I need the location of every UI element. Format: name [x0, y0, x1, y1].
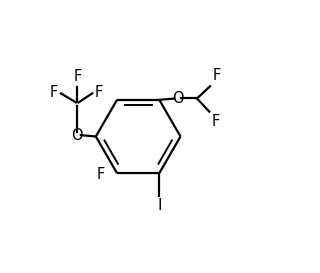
- Text: F: F: [95, 85, 103, 100]
- Text: O: O: [172, 91, 184, 106]
- Text: F: F: [73, 69, 81, 84]
- Text: F: F: [96, 167, 105, 182]
- Text: F: F: [49, 85, 58, 100]
- Text: O: O: [71, 128, 83, 143]
- Text: I: I: [157, 198, 162, 213]
- Text: F: F: [212, 114, 220, 129]
- Text: F: F: [213, 69, 221, 84]
